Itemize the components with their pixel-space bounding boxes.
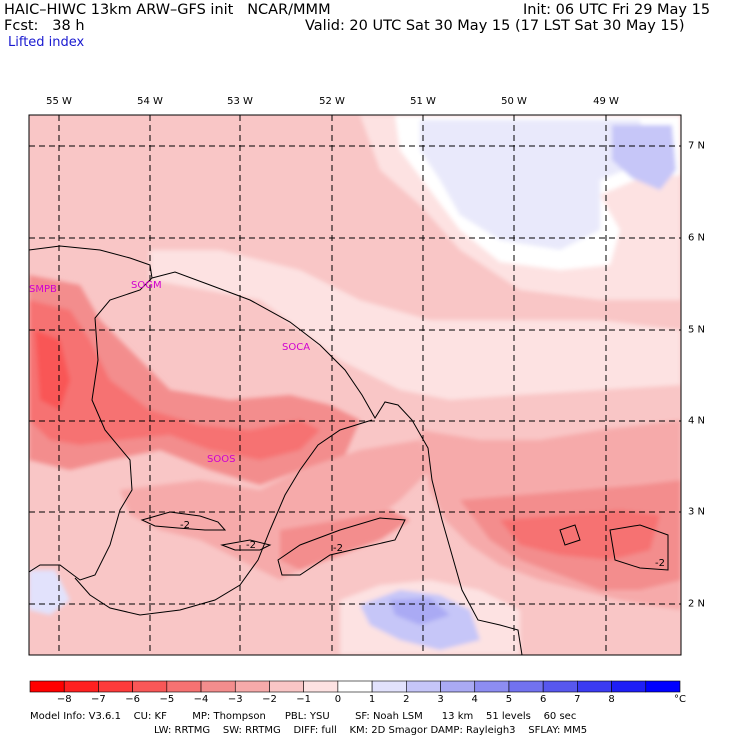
colorbar-swatch [645,680,681,693]
colorbar-swatch [63,680,99,693]
colorbar-swatch [440,680,476,693]
model-info-line1: Model Info: V3.6.1 CU: KF MP: Thompson P… [30,711,577,722]
contour-label-4: -2 [655,558,665,569]
colorbar-tick-label: 6 [539,694,547,705]
colorbar-swatch [303,680,339,693]
colorbar-swatch [577,680,612,693]
colorbar-tick-label: 2 [403,694,410,705]
border-south [74,419,373,616]
field-neg4-east [500,510,660,560]
colorbar-tick-label: 0 [334,694,342,705]
colorbar-tick-label: 1 [368,694,376,705]
station-sogm: SOGM [131,280,162,291]
colorbar-swatch [406,680,441,693]
lon-label-50w: 50 W [501,96,527,107]
colorbar-tick-label: −4 [193,694,209,705]
colorbar-swatch [200,680,236,693]
colorbar-tick-label: 3 [437,694,444,705]
colorbar-swatch [269,680,304,693]
contour-east-2 [609,524,669,571]
station-smpb: SMPB [29,284,57,295]
contour-east-small [559,524,581,546]
colorbar [29,680,681,693]
colorbar-tick-label: 8 [608,694,615,705]
colorbar-tick-label: −7 [91,694,106,705]
contour-label-2: -2 [246,540,256,551]
colorbar-swatch [337,680,373,693]
shaded-field: SMPB SOGM SOCA SOOS -2 -2 -2 -2 [29,115,681,655]
coast-and-borders [29,245,523,655]
contour-neg2 [140,511,669,576]
colorbar-tick-label: −6 [125,694,140,705]
colorbar-tick-label: −3 [227,694,243,705]
colorbar-swatch [166,680,202,693]
field-neg3-central [280,510,410,570]
stations: SMPB SOGM SOCA SOOS [29,280,310,465]
field-light-band [150,250,681,400]
lon-label-53w: 53 W [227,96,253,107]
contour-labels: -2 -2 -2 -2 [180,520,665,569]
model-title: HAIC–HIWC 13km ARW–GFS init NCAR/MMM [4,2,331,18]
forecast-hour: Fcst: 38 h [4,18,85,34]
colorbar-swatch [542,680,578,693]
colorbar-swatch [234,680,270,693]
contour-central-2 [277,517,406,576]
lat-label-7n: 7 N [688,140,706,152]
field-pos3-south [390,598,450,625]
colorbar-swatch [474,680,510,693]
lon-label-54w: 54 W [137,96,163,107]
colorbar-tick-label: 5 [505,694,513,705]
lon-label-55w: 55 W [46,96,72,107]
contour-center-2 [220,539,272,551]
colorbar-swatch [611,680,647,693]
colorbar-unit: °C [674,694,686,705]
border-central [151,271,523,655]
field-neg5-west [35,330,70,410]
colorbar-tick-label: 4 [471,694,478,705]
lon-label-49w: 49 W [593,96,619,107]
map-frame [28,114,682,656]
colorbar-tick-label: 7 [574,694,581,705]
lon-label-52w: 52 W [319,96,345,107]
field-pos2-ne [612,125,676,190]
contour-label-1: -2 [180,520,190,531]
colorbar-tick-label: −1 [296,694,312,705]
colorbar-tick-label: −5 [159,694,175,705]
init-time: Init: 06 UTC Fri 29 May 15 [523,2,711,18]
colorbar-swatch [98,680,133,693]
field-neg4-west [29,300,320,460]
border-west [29,245,153,581]
valid-time: Valid: 20 UTC Sat 30 May 15 (17 LST Sat … [305,18,685,34]
colorbar-swatch [371,680,407,693]
lat-label-6n: 6 N [688,232,706,244]
lat-label-3n: 3 N [688,506,706,518]
colorbar-swatch [29,680,65,693]
contour-west-2 [140,511,227,531]
station-soos: SOOS [207,454,235,465]
lat-label-5n: 5 N [688,324,706,336]
field-pos1-ne [420,120,650,250]
colorbar-swatch [132,680,168,693]
model-info-line2: LW: RRTMG SW: RRTMG DIFF: full KM: 2D Sm… [154,725,588,736]
field-name: Lifted index [8,35,85,50]
colorbar-tick-label: −2 [262,694,277,705]
lat-label-4n: 4 N [688,415,706,427]
lat-label-2n: 2 N [688,598,706,610]
colorbar-tick-label: −8 [56,694,72,705]
station-soca: SOCA [282,342,310,353]
colorbar-swatch [508,680,544,693]
contour-label-3: -2 [333,543,343,554]
field-neg2-central [120,440,430,580]
lon-label-51w: 51 W [410,96,436,107]
